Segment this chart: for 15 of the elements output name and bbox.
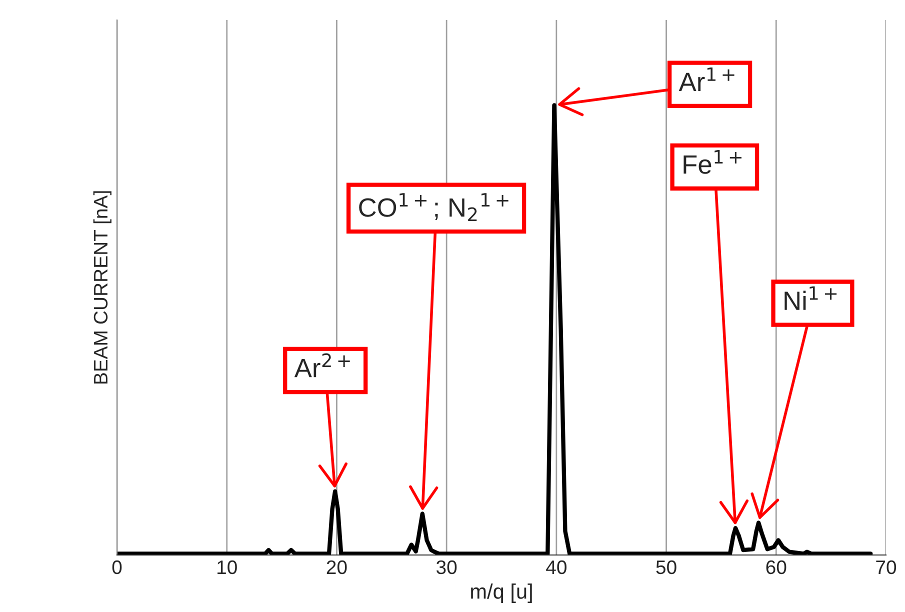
x-tick-label: 30 [436,560,457,574]
annotation: Fe$^{1+}$ [684,150,742,174]
x-tick-label: 10 [218,560,237,574]
y-axis-title: BEAM CURRENT [nA] [93,191,112,384]
x-axis-title: m/q [u] [471,584,532,603]
x-tick-label: 60 [766,560,786,574]
x-tick-label: 20 [326,560,347,574]
x-tick-label: 40 [546,560,566,574]
x-tick-label: 70 [876,560,896,574]
annotation: CO$^{1+}$; N$_{2}$$^{1+}$ [359,193,508,221]
x-tick-label: 50 [656,560,676,574]
annotation: Ar$^{1+}$ [678,67,734,92]
annotation: Ar$^{2+}$ [294,353,350,378]
annotation: Ni$^{1+}$ [784,286,837,310]
x-tick-label: 0 [112,560,122,574]
